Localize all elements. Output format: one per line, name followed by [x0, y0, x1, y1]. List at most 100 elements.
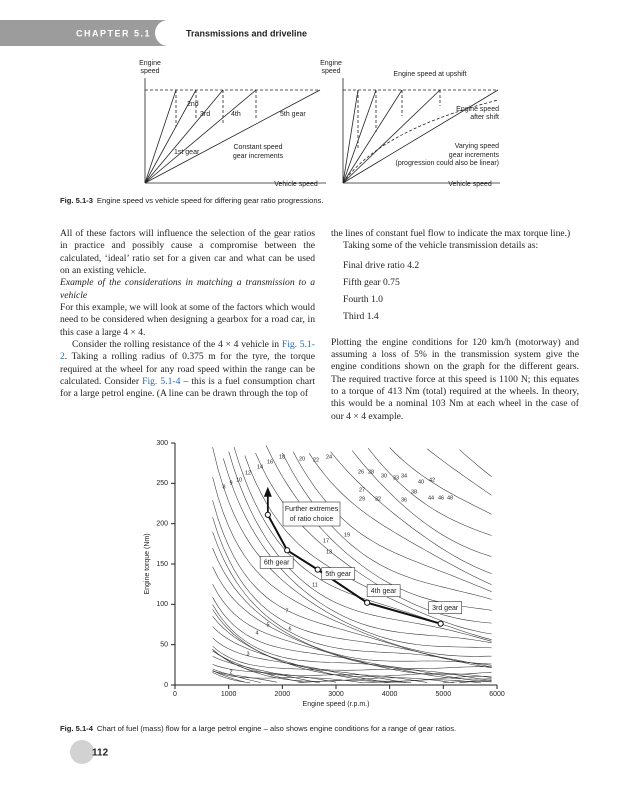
link[interactable]: Fig. 5.1-2 [60, 339, 315, 363]
extreme-point [264, 511, 271, 518]
fig1-left-drawing [144, 78, 326, 184]
link[interactable]: Fig. 5.1-4 [142, 376, 181, 388]
contour-label: 40 [418, 479, 424, 485]
y-tick-label: 250 [156, 480, 168, 487]
page-number: 112 [92, 748, 109, 759]
gear-label-box [259, 555, 294, 569]
contour-label: 34 [401, 473, 407, 479]
gear-label: 4th [231, 111, 241, 118]
contour [212, 645, 406, 683]
paragraph: Plotting the engine conditions for 120 k… [331, 336, 579, 422]
text: Consider the rolling resistance of the 4… [72, 339, 282, 351]
contour [255, 452, 492, 624]
contour-label: 28 [368, 469, 374, 475]
axis-label: Engine [139, 60, 161, 67]
paragraph: Taking some of the vehicle transmission … [343, 240, 539, 252]
axis-label: Vehicle speed [448, 181, 492, 188]
contour [233, 447, 492, 640]
contour-label: 22 [313, 457, 319, 463]
note: (progression could also be linear) [396, 160, 500, 167]
contour-label: 42 [429, 477, 435, 483]
contour [330, 451, 492, 574]
contour-label: 10 [236, 477, 242, 483]
gear-label: 2nd [187, 101, 199, 108]
gear-label: 5th gear [280, 111, 306, 118]
annotation: of ratio choice [290, 516, 334, 523]
contour-label: 18 [279, 454, 285, 460]
contour-label: 26 [358, 469, 364, 475]
contour-label: 8 [222, 484, 225, 490]
contour [212, 670, 363, 684]
contour [212, 649, 455, 684]
x-tick-label: 2000 [275, 691, 291, 698]
contours [212, 445, 492, 684]
y-tick-label: 0 [164, 682, 168, 689]
contour-label: 11 [312, 582, 318, 588]
heading: Example of the considerations in matchin… [60, 277, 315, 301]
y-axis-label: Engine torque (Nm) [144, 533, 151, 594]
contour-label: 7 [285, 608, 288, 614]
contour [212, 584, 492, 675]
contour-label: 13 [326, 549, 332, 555]
fig1-right-drawing [342, 78, 500, 184]
contour [223, 458, 492, 644]
y-tick-label: 150 [156, 561, 168, 568]
contour [459, 449, 492, 477]
caption-label: Fig. 5.1-4 [60, 724, 93, 733]
text: – this is a fuel consumption chart for a… [60, 376, 315, 400]
contour [228, 451, 492, 642]
y-tick-label: 300 [156, 440, 168, 447]
note: Constant speed [233, 144, 282, 151]
contour-label: 29 [359, 496, 365, 502]
contour [212, 500, 492, 665]
gear-label-box [321, 567, 356, 580]
contour [212, 664, 337, 683]
text: . Taking a rolling radius of 0.375 m for… [60, 351, 315, 388]
gear-label: 3rd [200, 111, 210, 118]
caption-text: Engine speed vs vehicle speed for differ… [96, 196, 324, 205]
caption: Fig. 5.1-4 Chart of fuel (mass) flow for … [60, 724, 456, 733]
contour-label: 16 [267, 459, 273, 465]
contour-label: 27 [359, 487, 365, 493]
axis-label: Engine [320, 60, 342, 67]
caption-text: Chart of fuel (mass) flow for a large pe… [96, 724, 457, 733]
chapter-tab [155, 20, 181, 46]
contour-label: 36 [401, 497, 407, 503]
contour-label: 33 [393, 475, 399, 481]
list-item: Fourth 1.0 [343, 293, 383, 305]
gear-point [437, 620, 444, 627]
x-tick-label: 6000 [489, 691, 505, 698]
contour-label: 24 [326, 454, 332, 460]
note: gear increments [233, 153, 284, 160]
contour-label: 44 [428, 495, 434, 501]
left-column: All of these factors will influence the … [60, 228, 315, 401]
gear-label-box [428, 601, 462, 614]
paragraph: For this example, we will look at some o… [60, 302, 315, 338]
contour-label: 14 [257, 464, 263, 470]
axis-label: Vehicle speed [274, 181, 318, 188]
contour [212, 531, 492, 668]
contour [308, 453, 492, 585]
y-tick-label: 200 [156, 521, 168, 528]
note: gear increments [449, 152, 500, 159]
y-tick-label: 100 [156, 601, 168, 608]
contour-label: 6 [288, 626, 291, 632]
contour [212, 649, 428, 683]
contour-label: 4 [255, 630, 258, 636]
paragraph: the lines of constant fuel flow to indic… [331, 228, 571, 239]
x-tick-label: 5000 [436, 691, 452, 698]
contour [212, 517, 492, 669]
gear-point [284, 547, 291, 554]
contour [212, 637, 492, 684]
axis-label: speed [321, 68, 340, 75]
y-tick-label: 50 [160, 642, 168, 649]
contour-label: 20 [299, 456, 305, 462]
caption-label: Fig. 5.1-3 [60, 196, 93, 205]
list-item: Final drive ratio 4.2 [343, 259, 420, 271]
gear-label: 1st gear [174, 149, 200, 156]
annotation: Further extremes [285, 506, 339, 513]
contour [367, 448, 492, 536]
annotation-box [282, 501, 341, 527]
